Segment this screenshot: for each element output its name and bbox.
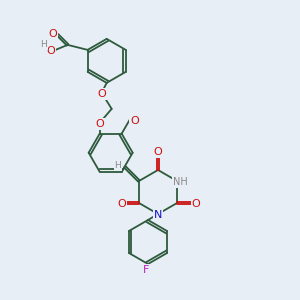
Text: O: O xyxy=(48,29,57,39)
Text: H: H xyxy=(114,161,121,170)
Text: O: O xyxy=(130,116,139,126)
Text: O: O xyxy=(192,199,200,209)
Text: O: O xyxy=(97,89,106,99)
Text: H: H xyxy=(40,40,47,50)
Text: NH: NH xyxy=(173,177,188,187)
Text: O: O xyxy=(46,46,55,56)
Text: N: N xyxy=(154,210,162,220)
Text: O: O xyxy=(154,147,162,157)
Text: F: F xyxy=(143,265,149,275)
Text: O: O xyxy=(95,119,104,129)
Text: O: O xyxy=(118,199,126,209)
